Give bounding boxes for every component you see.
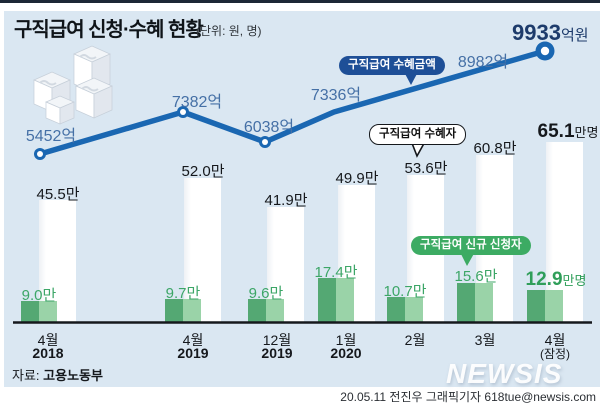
line-final-label: 9933억원 (512, 20, 589, 46)
applicants-value-label: 9.6만 (248, 285, 284, 302)
x-axis-label-year: 2018 (32, 345, 64, 361)
applicants-value-label: 9.7만 (165, 285, 201, 302)
applicants-value-label: 9.0만 (21, 287, 57, 304)
line-value-label: 6038억 (243, 119, 295, 136)
line-value-label: 7336억 (310, 87, 362, 104)
line-final-value: 9933 (512, 20, 561, 45)
unit-note: (단위: 원, 명) (196, 24, 262, 38)
applicants-value-label: 17.4만 (314, 264, 358, 281)
applicants-bar (387, 297, 423, 322)
x-axis-label-month: 2월 (404, 332, 426, 348)
line-point-markers (34, 41, 555, 160)
source-note: 자료: 고용노동부 (12, 365, 103, 384)
recipients-value-label: 53.6만 (404, 160, 448, 177)
applicants-value-label: 15.6만 (454, 268, 498, 285)
recipients-value-label: 49.9만 (335, 170, 379, 187)
x-axis-label-year: 2019 (261, 345, 293, 361)
recipients-final-label: 65.1만명 (538, 121, 599, 143)
line-final-suffix: 억원 (560, 27, 589, 44)
applicants-value-label: 10.7만 (383, 283, 427, 300)
x-axis-label-provisional: (잠정) (539, 347, 571, 361)
applicants-final-value: 12.9 (525, 269, 563, 290)
recipients-value-label: 60.8만 (473, 140, 517, 157)
x-axis-label-year: 2019 (177, 345, 209, 361)
applicants-bar (457, 283, 493, 322)
x-axis-label-month: 12월 (262, 332, 292, 348)
applicants-bar (165, 299, 201, 322)
x-axis-label-month: 1월 (335, 332, 357, 348)
credit-line: 20.05.11 전진우 그래픽기자 618tue@newsis.com (340, 390, 596, 403)
recipients-value-label: 41.9만 (264, 192, 308, 209)
recipients-value-label: 52.0만 (181, 163, 225, 180)
x-axis-label-month: 4월 (182, 332, 204, 348)
recipients-badge: 구직급여 수혜자 (369, 124, 467, 145)
recipients-value-label: 45.5만 (36, 186, 80, 203)
recipients-bar (184, 178, 221, 322)
applicants-bar (527, 290, 563, 322)
line-value-label: 8982억 (457, 54, 509, 71)
x-axis-label-month: 3월 (474, 332, 496, 348)
applicants-bar (248, 299, 284, 322)
top-border (0, 0, 600, 3)
applicants-final-label: 12.9만명 (526, 269, 587, 291)
applicants-bar (318, 278, 354, 322)
money-stack-illustration (33, 45, 113, 125)
applicants-bar (21, 301, 57, 322)
recipients-final-value: 65.1 (537, 121, 575, 142)
line-value-label: 7382억 (171, 94, 223, 111)
x-axis-label-month: 4월 (544, 332, 566, 348)
newsis-watermark: NEWSIS (446, 358, 563, 389)
recipients-final-suffix: 만명 (574, 125, 599, 140)
applicants-badge: 구직급여 신규 신청자 (411, 236, 531, 255)
source-value: 고용노동부 (43, 368, 103, 383)
x-axis-label-year: 2020 (330, 345, 362, 361)
page-title: 구직급여 신청·수혜 현황 (14, 19, 204, 41)
x-axis-label-month: 4월 (37, 332, 59, 348)
source-label: 자료: (12, 368, 40, 383)
amount-badge: 구직급여 수혜금액 (339, 56, 445, 75)
line-value-label: 5452억 (25, 128, 77, 145)
applicants-final-suffix: 만명 (562, 273, 587, 288)
